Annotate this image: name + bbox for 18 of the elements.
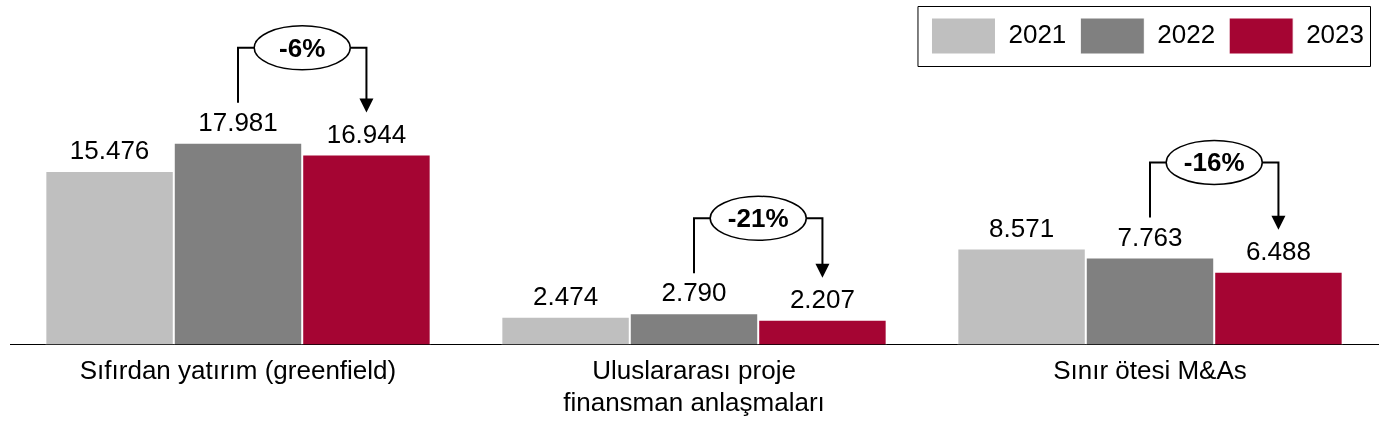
data-label: 2.474 — [533, 281, 599, 311]
data-label: 6.488 — [1245, 235, 1311, 266]
x-tick-label: Sınır ötesi M&As — [1053, 355, 1247, 386]
data-label: 8.571 — [989, 212, 1055, 243]
data-label: 17.981 — [198, 106, 278, 137]
annotation: -16% — [1183, 146, 1245, 178]
x-tick-label: Sıfırdan yatırım (greenfield) — [79, 355, 397, 386]
data-label: 16.944 — [326, 118, 407, 149]
legend-label: 2023 — [1306, 19, 1364, 50]
legend-label: 2021 — [1008, 19, 1067, 50]
legend-label: 2022 — [1157, 19, 1216, 50]
text: -6% — [279, 32, 326, 64]
data-label: 2.790 — [661, 277, 727, 308]
data-label: 7.763 — [1117, 221, 1183, 252]
x-tick-label: Uluslararası proje finansman anlaşmaları — [563, 355, 825, 417]
data-label: 15.476 — [69, 135, 150, 166]
data-label: 2.207 — [789, 284, 855, 314]
annotation: -21% — [727, 202, 789, 234]
